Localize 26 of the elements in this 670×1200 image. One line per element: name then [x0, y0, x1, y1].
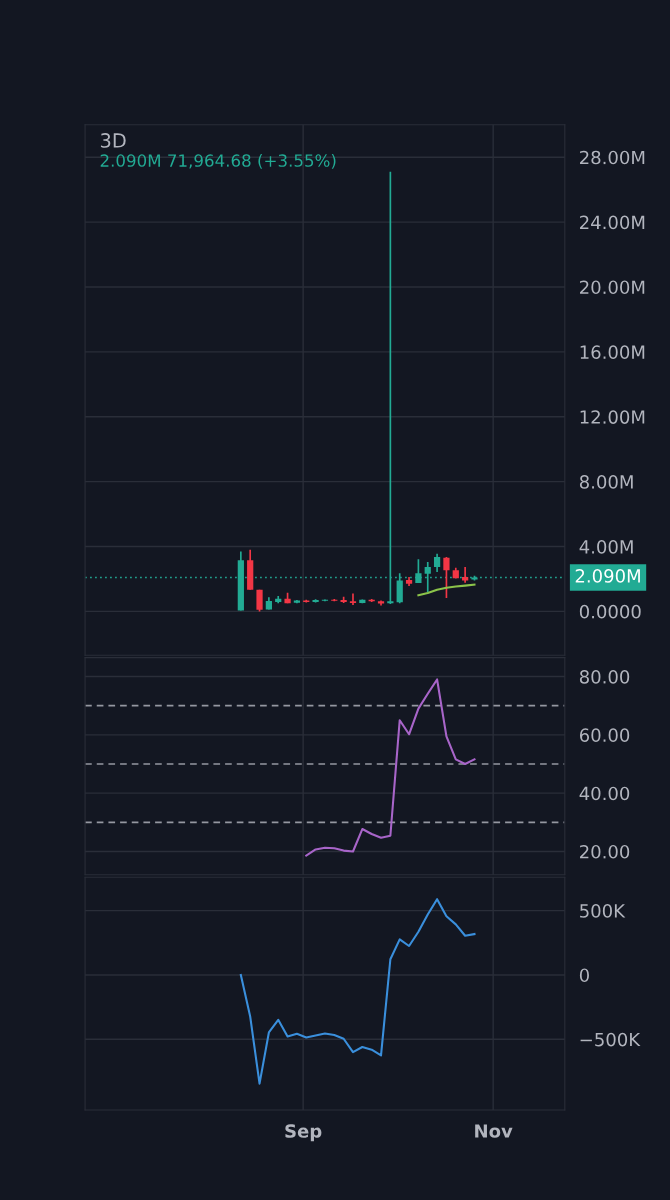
line-series: [417, 583, 476, 597]
y-tick-label: 12.00M: [580, 410, 645, 424]
y-tick-label: 60.00: [579, 728, 630, 742]
y-tick-label: 28.00M: [580, 150, 645, 165]
candlestick: [443, 556, 450, 599]
y-tick-label: 24.00M: [580, 215, 645, 230]
candlestick: [349, 592, 357, 606]
y-tick-label: 80.00: [579, 670, 630, 684]
ref-line-label: 2.090M: [575, 569, 640, 583]
x-tick-label: Nov: [475, 1124, 513, 1138]
chart-title: 3D: [100, 133, 126, 148]
y-tick-label: 500K: [580, 904, 626, 918]
y-tick-label: 0: [579, 968, 589, 983]
y-tick-label: 0.0000: [579, 604, 641, 619]
y-tick-label: 8.00M: [579, 475, 633, 489]
line-series: [239, 898, 476, 1085]
y-tick-label: 20.00: [580, 844, 630, 859]
candlestick: [433, 552, 441, 573]
y-tick-label: 16.00M: [580, 345, 645, 359]
line-series: [305, 678, 476, 857]
y-tick-label: 20.00M: [580, 280, 645, 295]
y-tick-label: −500K: [580, 1032, 641, 1047]
y-tick-label: 40.00: [579, 786, 630, 801]
x-tick-label: Sep: [285, 1124, 322, 1142]
y-tick-label: 4.00M: [579, 539, 633, 554]
annotation: 2.090M 71,964.68 (+3.55%): [100, 153, 336, 169]
